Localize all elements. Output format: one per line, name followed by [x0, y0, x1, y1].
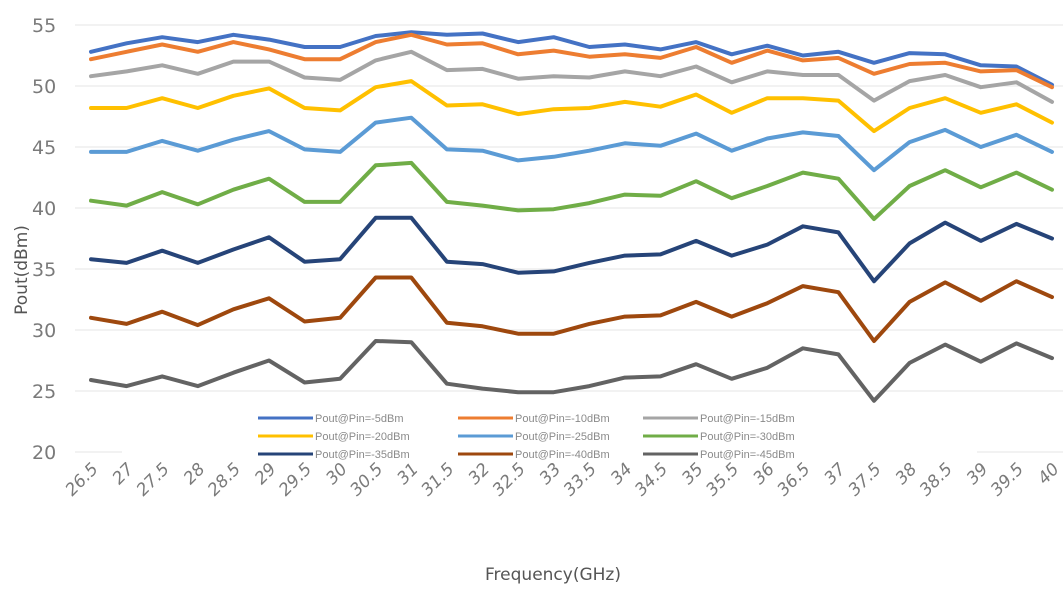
x-tick-label: 32.5: [489, 459, 530, 500]
x-tick-label: 26.5: [62, 459, 103, 500]
legend-entry: Pout@Pin=-10dBm: [515, 413, 610, 425]
legend-entry: Pout@Pin=-25dBm: [515, 431, 610, 443]
y-tick-label: 30: [32, 320, 56, 342]
x-axis-label: Frequency(GHz): [485, 565, 621, 585]
y-tick-label: 40: [32, 198, 56, 220]
y-tick-label: 45: [32, 137, 56, 159]
x-tick-label: 36.5: [773, 459, 814, 500]
y-tick-label: 35: [32, 259, 56, 281]
y-tick-label: 55: [32, 15, 56, 37]
series-line: [89, 339, 1054, 403]
x-tick-label: 35.5: [702, 459, 743, 500]
legend-entry: Pout@Pin=-45dBm: [700, 449, 795, 461]
x-tick-label: 28.5: [204, 459, 245, 500]
y-tick-label: 50: [32, 76, 56, 98]
series-line: [89, 32, 1054, 90]
series-line: [89, 49, 1054, 104]
legend-entry: Pout@Pin=-15dBm: [700, 413, 795, 425]
series-line: [89, 79, 1054, 134]
series-lines: [89, 30, 1054, 403]
x-tick-label: 34.5: [631, 459, 672, 500]
legend-entry: Pout@Pin=-30dBm: [700, 431, 795, 443]
x-tick-label: 31.5: [418, 459, 459, 500]
legend: Pout@Pin=-5dBm Pout@Pin=-10dBm Pout@Pin=-1…: [122, 410, 977, 462]
legend-entry: Pout@Pin=-35dBm: [315, 449, 410, 461]
series-line: [89, 275, 1054, 343]
x-tick-label: 33.5: [560, 459, 601, 500]
series-line: [89, 30, 1054, 87]
legend-entry: Pout@Pin=-40dBm: [515, 449, 610, 461]
y-tick-label: 25: [32, 381, 56, 403]
x-tick-label: 39.5: [987, 459, 1028, 500]
x-tick-label: 27.5: [133, 459, 174, 500]
x-tick-label: 40: [1034, 459, 1063, 488]
y-axis-ticks: 20 25 30 35 40 45 50 55: [32, 15, 56, 464]
series-line: [89, 115, 1054, 173]
series-line: [89, 160, 1054, 221]
y-axis-label: Pout(dBm): [12, 225, 32, 315]
series-line: [89, 215, 1054, 284]
y-tick-label: 20: [32, 442, 56, 464]
x-tick-label: 38.5: [916, 459, 957, 500]
x-tick-label: 37.5: [845, 459, 886, 500]
x-tick-label: 30.5: [346, 459, 387, 500]
legend-entry: Pout@Pin=-5dBm: [315, 413, 404, 425]
legend-entry: Pout@Pin=-20dBm: [315, 431, 410, 443]
x-tick-label: 29.5: [275, 459, 316, 500]
